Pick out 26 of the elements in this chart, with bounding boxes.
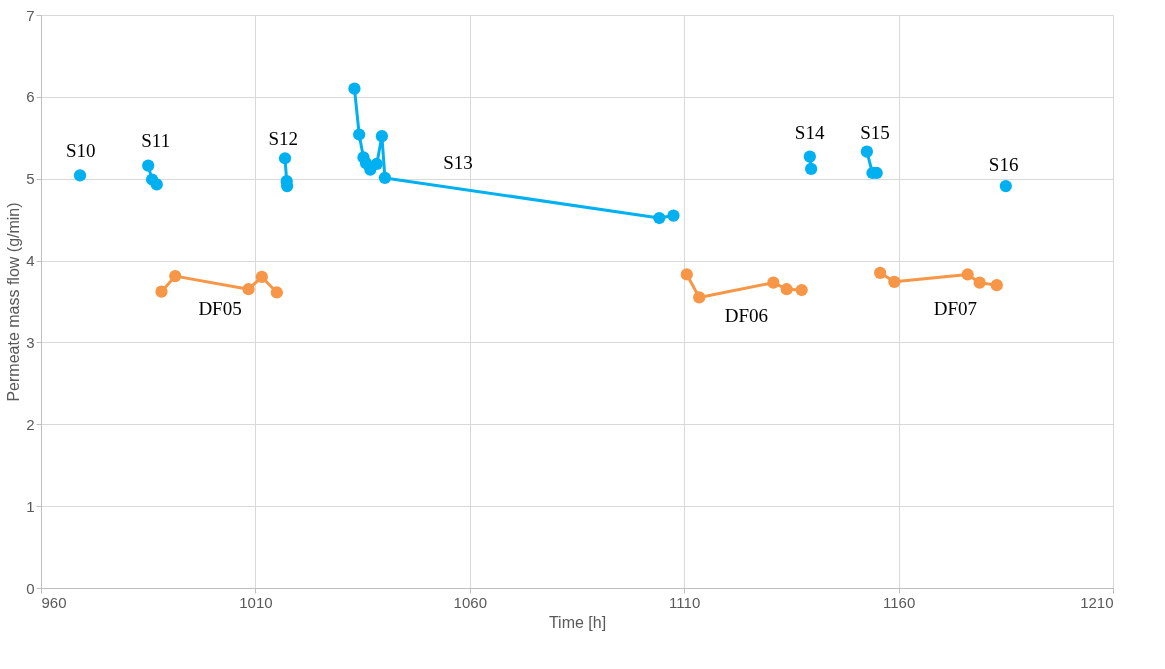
y-tick-label: 3 [26, 333, 35, 351]
annotation: DF05 [198, 297, 242, 319]
y-tick-label: 5 [26, 170, 35, 188]
y-tick-label: 7 [26, 6, 35, 24]
annotation: S15 [860, 122, 890, 144]
x-tick-label: 1210 [1080, 593, 1114, 611]
annotation: DF07 [933, 297, 978, 319]
x-tick-label: 1060 [453, 593, 487, 611]
annotation: DF06 [724, 304, 769, 326]
annotation: S14 [794, 122, 825, 144]
annotation: S10 [65, 139, 96, 161]
x-axis-title: Time [h] [548, 613, 607, 631]
annotation: S13 [443, 152, 473, 174]
y-tick-label: 0 [26, 579, 35, 597]
y-tick-label: 6 [26, 88, 35, 106]
annotation: S11 [141, 130, 171, 152]
annotation: S16 [988, 153, 1019, 175]
x-tick-label: 1160 [882, 593, 916, 611]
x-tick-label: 1110 [669, 593, 701, 611]
x-tick-label: 960 [41, 593, 67, 611]
y-tick-label: 1 [26, 497, 35, 515]
y-axis-title: Permeate mass flow (g/min) [5, 202, 23, 402]
y-tick-label: 2 [26, 415, 35, 433]
annotation: S12 [268, 128, 299, 150]
y-tick-label: 4 [26, 252, 35, 270]
x-tick-label: 1010 [239, 593, 273, 611]
